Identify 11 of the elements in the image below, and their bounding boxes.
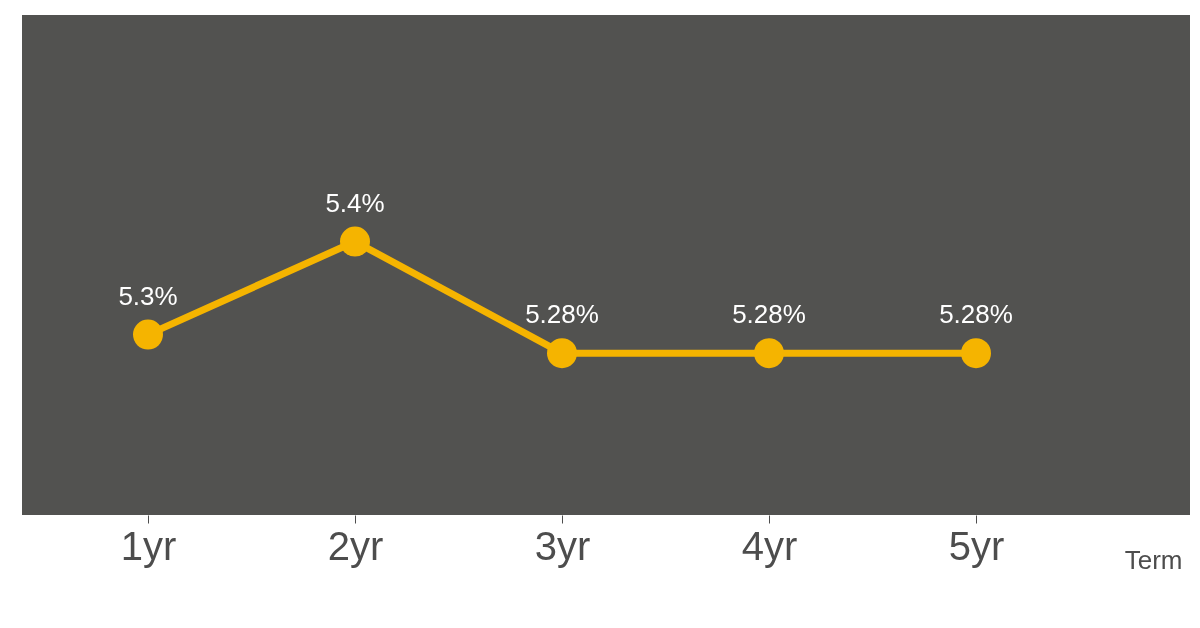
x-tick-label: 5yr bbox=[948, 523, 1005, 568]
data-label: 5.28% bbox=[939, 299, 1013, 330]
x-axis-title: Term bbox=[1124, 544, 1183, 575]
x-tick-label: 1yr bbox=[120, 523, 177, 568]
data-label: 5.3% bbox=[118, 280, 178, 311]
x-tick-label: 4yr bbox=[741, 523, 798, 568]
x-tick-label: 3yr bbox=[534, 523, 591, 568]
x-tick-label: 2yr bbox=[327, 523, 384, 568]
data-label: 5.28% bbox=[525, 299, 599, 330]
data-label: 5.28% bbox=[732, 299, 806, 330]
data-label: 5.4% bbox=[325, 187, 385, 218]
